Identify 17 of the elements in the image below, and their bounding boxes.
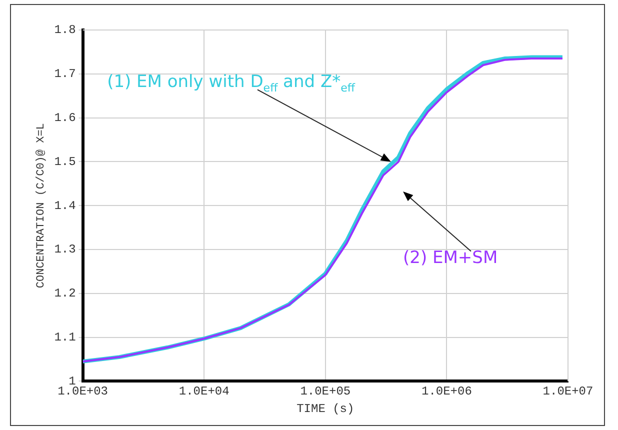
y-tick-label: 1.4 xyxy=(54,198,76,213)
y-axis-title: CONCENTRATION (C/C0)@ X=L xyxy=(36,123,48,288)
x-tick-label: 1.0E+05 xyxy=(300,384,351,399)
y-tick-label: 1.6 xyxy=(54,110,76,125)
text: (2) EM+SM xyxy=(403,248,498,268)
text: (1) EM only with D$_{eff}$ and Z*$_{eff}$ xyxy=(107,72,355,95)
y-tick-label: 1.2 xyxy=(54,286,76,301)
x-tick-label: 1.0E+03 xyxy=(58,384,108,399)
y-tick-label: 1.1 xyxy=(54,330,76,344)
y-tick-label: 1.5 xyxy=(54,154,76,169)
x-tick-label: 1.0E+04 xyxy=(178,384,230,399)
y-tick-label: 1.8 xyxy=(54,23,76,38)
y-tick-label: 1.7 xyxy=(54,67,76,82)
x-axis-title: TIME (s) xyxy=(296,402,354,416)
x-tick-label: 1.0E+06 xyxy=(421,384,472,399)
x-tick-label: 1.0E+07 xyxy=(542,384,594,399)
y-tick-label: 1.3 xyxy=(54,242,76,257)
